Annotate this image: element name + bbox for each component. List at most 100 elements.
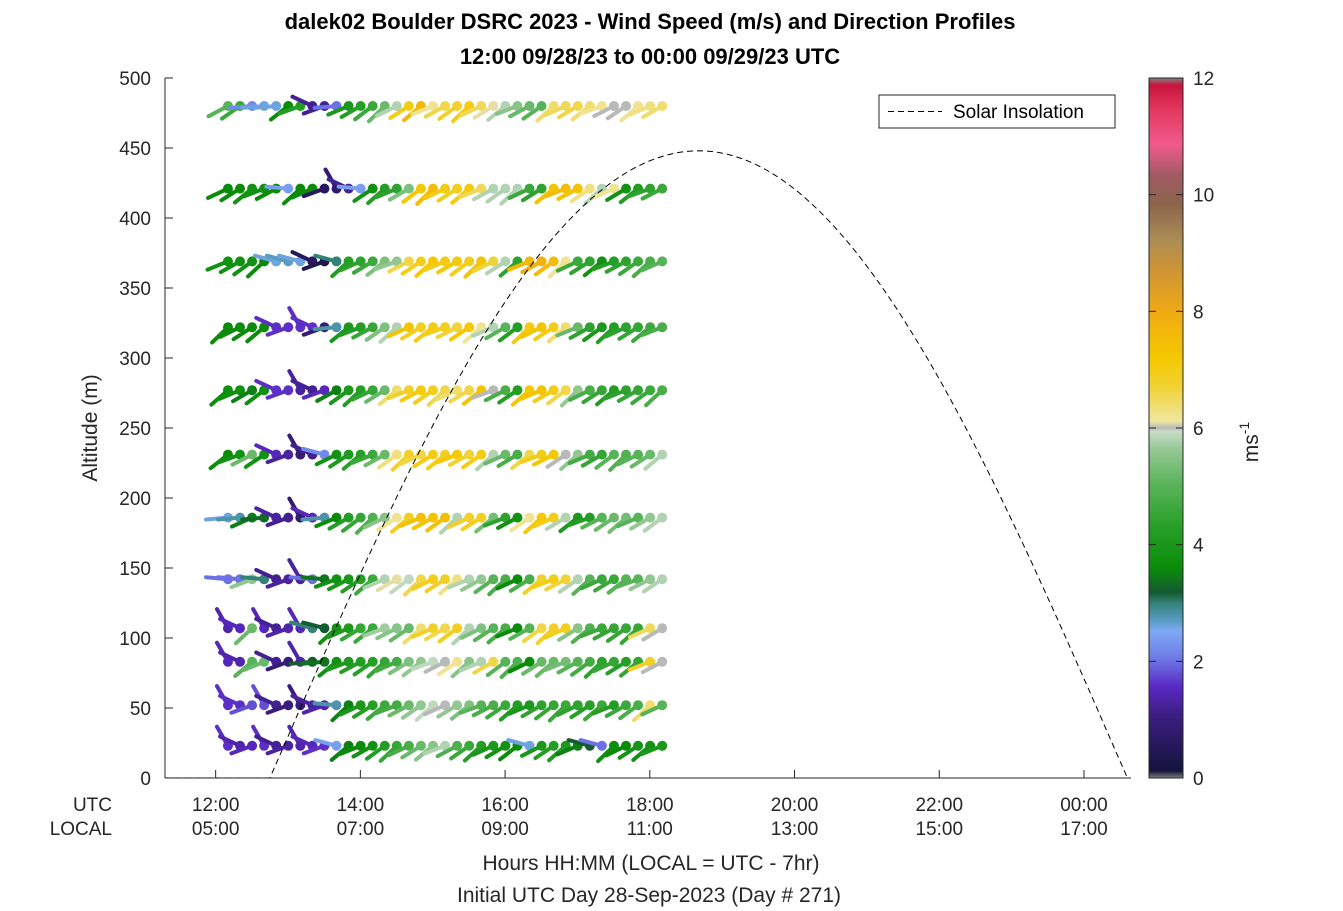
colorbar-tick-label: 8 (1193, 302, 1204, 323)
wind-barb-dot (331, 385, 342, 396)
wind-barb-dot (512, 512, 523, 523)
wind-barb-dot (488, 256, 499, 267)
wind-barb-dot (440, 700, 451, 711)
wind-barb-dot (548, 740, 559, 751)
wind-barb-dot (596, 322, 607, 333)
wind-barb-dot (608, 183, 619, 194)
colorbar-unit: ms (1240, 434, 1263, 462)
x-tick-label-local: 13:00 (771, 819, 819, 840)
wind-barb-dot (645, 101, 656, 111)
y-tick-label: 50 (130, 699, 151, 720)
wind-barb-dot (536, 449, 547, 460)
wind-barb-dot (584, 449, 595, 460)
chart-subtitle: 12:00 09/28/23 to 00:00 09/29/23 UTC (460, 44, 840, 69)
wind-barb-dot (657, 574, 668, 585)
wind-barb-dot (596, 623, 607, 634)
wind-barb-dot (367, 101, 378, 111)
wind-barb-dot (548, 385, 559, 396)
wind-barb-dot (608, 512, 619, 523)
wind-barb-dot (379, 449, 390, 460)
wind-barb-dot (391, 101, 402, 111)
y-tick-label: 450 (119, 139, 151, 160)
colorbar-ticks: 0 2 4 6 8 10 12 (1149, 69, 1214, 790)
wind-barb-dot (488, 385, 499, 396)
wind-barb-dot (596, 740, 607, 751)
wind-barb-dot (283, 385, 294, 396)
wind-barb-dot (608, 623, 619, 634)
x-tick-label-utc: 16:00 (481, 795, 529, 816)
wind-barb-dot (512, 101, 523, 111)
wind-barb-dot (488, 700, 499, 711)
x-axis-label: Hours HH:MM (LOCAL = UTC - 7hr) (482, 852, 819, 875)
x-tick-label-local: 11:00 (627, 819, 673, 840)
wind-barb-dot (235, 256, 246, 267)
y-tick-label: 150 (119, 559, 151, 580)
wind-barb-dot (596, 512, 607, 523)
wind-barb-dot (524, 183, 535, 194)
wind-barb-dot (633, 322, 644, 333)
wind-barb-dot (391, 623, 402, 634)
wind-barb-dot (440, 512, 451, 523)
wind-barb-dot (476, 574, 487, 585)
wind-barb-dot (452, 183, 463, 194)
solar-insolation-curve (165, 150, 1128, 778)
wind-barb-dot (415, 385, 426, 396)
wind-barb-dot (608, 656, 619, 667)
wind-barb-dot (476, 512, 487, 523)
wind-barb-dot (488, 574, 499, 585)
wind-barb-dot (645, 385, 656, 396)
wind-barb-dot (403, 623, 414, 634)
wind-barb-dot (403, 101, 414, 111)
wind-barb-dot (283, 623, 294, 634)
wind-barb-dot (464, 512, 475, 523)
wind-barb-dot (560, 623, 571, 634)
colorbar-unit-exponent: -1 (1236, 422, 1252, 435)
wind-barb-dot (283, 322, 294, 333)
wind-barb-dot (343, 512, 354, 523)
wind-barb-dot (584, 322, 595, 333)
wind-barb-dot (524, 574, 535, 585)
wind-barb-dot (476, 183, 487, 194)
legend-label: Solar Insolation (953, 102, 1084, 123)
wind-barb-dot (367, 385, 378, 396)
local-row-label: LOCAL (50, 819, 112, 840)
wind-barb-dot (428, 656, 439, 667)
wind-barb-dot (367, 183, 378, 194)
colorbar-tick-label: 10 (1193, 186, 1214, 207)
colorbar-tick-label: 0 (1193, 769, 1204, 790)
x-tick-label-local: 15:00 (915, 819, 963, 840)
wind-barb-dot (645, 656, 656, 667)
wind-barb-dot (355, 700, 366, 711)
wind-barb-dot (596, 574, 607, 585)
wind-barb-dot (476, 700, 487, 711)
wind-barb-dot (512, 623, 523, 634)
wind-barb-dot (464, 574, 475, 585)
wind-barb-dot (584, 700, 595, 711)
wind-barb-dot (536, 656, 547, 667)
wind-barb-dot (428, 574, 439, 585)
wind-barb-dot (464, 256, 475, 267)
y-tick-label: 200 (119, 489, 151, 510)
wind-barb-dot (415, 700, 426, 711)
x-tick-label-local: 05:00 (192, 819, 240, 840)
wind-barb-dot (657, 700, 668, 711)
wind-barb-dot (548, 256, 559, 267)
wind-barb-dot (440, 183, 451, 194)
wind-barb-dot (548, 449, 559, 460)
wind-barb-dot (452, 385, 463, 396)
colorbar-tick-label: 4 (1193, 536, 1204, 557)
wind-barb-dot (560, 656, 571, 667)
wind-barb-dot (428, 449, 439, 460)
wind-barb-dot (633, 574, 644, 585)
wind-barb-dot (379, 623, 390, 634)
wind-barb-dot (488, 740, 499, 751)
wind-barb-dot (247, 740, 258, 751)
wind-barb-dot (548, 574, 559, 585)
wind-barb-dot (608, 101, 619, 111)
wind-barb-dot (355, 101, 366, 111)
wind-barb-dot (247, 449, 258, 460)
wind-barb-dot (584, 256, 595, 267)
wind-barb-dot (283, 449, 294, 460)
wind-barb-dot (367, 700, 378, 711)
